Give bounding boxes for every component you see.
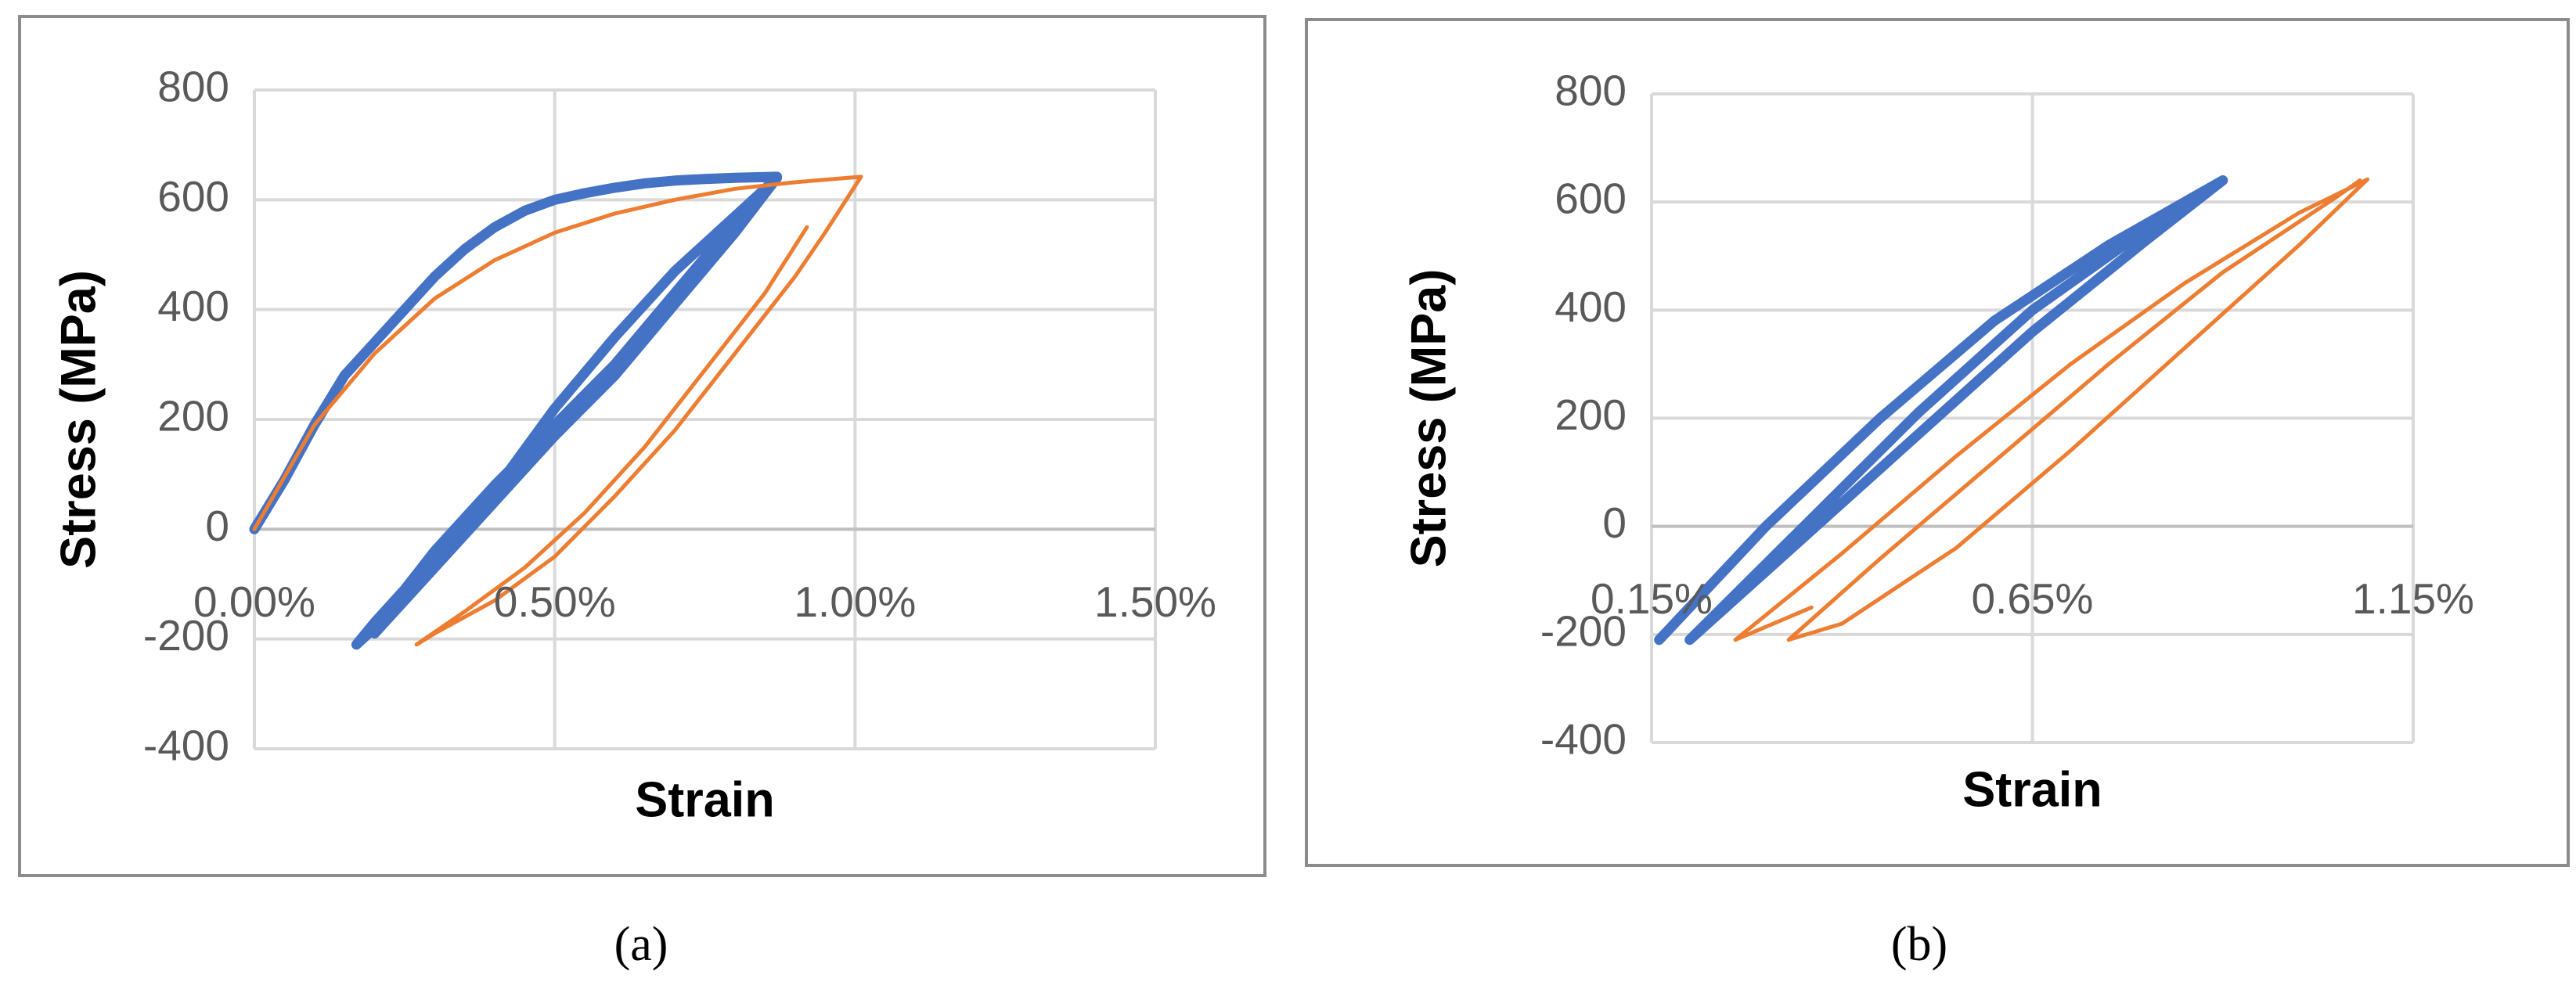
y-tick-label: 0 xyxy=(1602,498,1627,547)
y-tick-label: 600 xyxy=(157,172,229,221)
chart-frame xyxy=(18,15,1266,877)
x-tick-label: 0.15% xyxy=(1591,574,1713,623)
caption: (b) xyxy=(1891,918,1947,971)
x-tick-label: 1.00% xyxy=(794,577,916,626)
data-line xyxy=(249,171,783,650)
y-tick-label: -200 xyxy=(143,611,229,660)
x-tick-label: 0.65% xyxy=(1972,574,2094,623)
data-line xyxy=(252,174,863,647)
y-tick-label: -200 xyxy=(1540,606,1627,655)
chart-frame xyxy=(1305,18,2570,867)
x-tick-label: 0.50% xyxy=(494,577,616,626)
y-tick-label: 400 xyxy=(1555,282,1627,331)
x-tick-label: 1.50% xyxy=(1094,577,1216,626)
y-tick-label: 0 xyxy=(205,502,229,550)
x-axis-title: Strain xyxy=(635,773,775,828)
y-axis-title: Stress (MPa) xyxy=(52,270,106,569)
y-tick-label: 800 xyxy=(1555,67,1627,115)
x-axis-title: Strain xyxy=(1962,763,2102,818)
y-axis-title: Stress (MPa) xyxy=(1402,269,1457,568)
caption: (a) xyxy=(614,918,668,971)
y-tick-label: 800 xyxy=(157,63,229,111)
data-line xyxy=(1654,175,2228,646)
y-tick-label: 400 xyxy=(157,282,229,330)
y-tick-label: 200 xyxy=(1555,390,1627,439)
x-tick-label: 1.15% xyxy=(2352,574,2474,623)
data-line xyxy=(1733,177,2370,642)
y-tick-label: -400 xyxy=(1540,715,1627,764)
y-tick-label: -400 xyxy=(143,721,229,770)
y-tick-label: 600 xyxy=(1555,174,1627,223)
x-tick-label: 0.00% xyxy=(193,577,315,626)
y-tick-label: 200 xyxy=(157,392,229,441)
